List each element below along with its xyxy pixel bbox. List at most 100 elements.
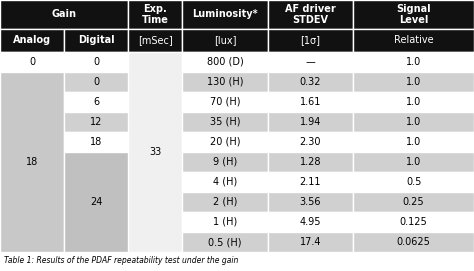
Text: 2.30: 2.30 xyxy=(300,137,321,147)
Text: 1.0: 1.0 xyxy=(406,137,421,147)
Bar xyxy=(182,172,268,192)
Bar xyxy=(64,132,128,152)
Text: 20 (H): 20 (H) xyxy=(210,137,240,147)
Text: 4.95: 4.95 xyxy=(300,217,321,227)
Bar xyxy=(353,192,474,212)
Bar xyxy=(182,112,268,132)
Text: Analog: Analog xyxy=(13,35,51,45)
Text: 1.94: 1.94 xyxy=(300,117,321,127)
Bar xyxy=(0,0,128,29)
Text: AF driver
STDEV: AF driver STDEV xyxy=(285,4,336,25)
Text: 0.32: 0.32 xyxy=(300,77,321,87)
Text: 24: 24 xyxy=(90,197,102,207)
Text: 17.4: 17.4 xyxy=(300,237,321,247)
Bar xyxy=(64,112,128,132)
Text: 6: 6 xyxy=(93,97,99,107)
Bar xyxy=(182,0,268,29)
Bar xyxy=(268,212,353,232)
Bar xyxy=(353,212,474,232)
Text: 18: 18 xyxy=(26,157,38,167)
Bar xyxy=(268,232,353,252)
Bar xyxy=(268,0,353,29)
Bar xyxy=(268,152,353,172)
Bar xyxy=(353,152,474,172)
Bar xyxy=(353,92,474,112)
Bar xyxy=(64,152,128,252)
Text: [lux]: [lux] xyxy=(214,35,237,45)
Text: 1.0: 1.0 xyxy=(406,57,421,67)
Text: 70 (H): 70 (H) xyxy=(210,97,240,107)
Bar xyxy=(182,152,268,172)
Bar xyxy=(353,172,474,192)
Bar xyxy=(64,92,128,112)
Text: 9 (H): 9 (H) xyxy=(213,157,237,167)
Bar xyxy=(353,112,474,132)
Text: 0: 0 xyxy=(29,57,35,67)
Text: 130 (H): 130 (H) xyxy=(207,77,244,87)
Text: 12: 12 xyxy=(90,117,102,127)
Text: 1.0: 1.0 xyxy=(406,117,421,127)
Text: 0.5: 0.5 xyxy=(406,177,421,187)
Text: 0.25: 0.25 xyxy=(403,197,424,207)
Text: 33: 33 xyxy=(149,147,161,157)
Text: 800 (D): 800 (D) xyxy=(207,57,244,67)
Bar xyxy=(182,52,268,72)
Text: 0.5 (H): 0.5 (H) xyxy=(209,237,242,247)
Bar xyxy=(0,52,64,72)
Text: 3.56: 3.56 xyxy=(300,197,321,207)
Bar xyxy=(0,29,64,52)
Text: Digital: Digital xyxy=(78,35,114,45)
Text: [mSec]: [mSec] xyxy=(138,35,173,45)
Bar xyxy=(0,72,64,252)
Text: Table 1: Results of the PDAF repeatability test under the gain: Table 1: Results of the PDAF repeatabili… xyxy=(4,256,238,265)
Text: 1.28: 1.28 xyxy=(300,157,321,167)
Text: 0: 0 xyxy=(93,57,99,67)
Bar xyxy=(268,92,353,112)
Text: 35 (H): 35 (H) xyxy=(210,117,240,127)
Text: —: — xyxy=(306,57,315,67)
Bar xyxy=(182,132,268,152)
Bar xyxy=(128,29,182,52)
Bar xyxy=(353,232,474,252)
Bar xyxy=(268,172,353,192)
Bar xyxy=(182,232,268,252)
Text: 1 (H): 1 (H) xyxy=(213,217,237,227)
Bar xyxy=(268,72,353,92)
Bar xyxy=(64,72,128,92)
Bar xyxy=(353,0,474,29)
Text: 18: 18 xyxy=(90,137,102,147)
Bar xyxy=(268,132,353,152)
Bar xyxy=(268,112,353,132)
Bar xyxy=(128,52,182,252)
Text: 4 (H): 4 (H) xyxy=(213,177,237,187)
Bar xyxy=(64,52,128,72)
Bar xyxy=(353,72,474,92)
Text: 1.0: 1.0 xyxy=(406,77,421,87)
Text: 0: 0 xyxy=(93,77,99,87)
Bar xyxy=(182,192,268,212)
Bar xyxy=(268,192,353,212)
Text: Signal
Level: Signal Level xyxy=(396,4,431,25)
Text: Exp.
Time: Exp. Time xyxy=(142,4,169,25)
Bar xyxy=(182,72,268,92)
Bar xyxy=(182,92,268,112)
Text: 1.0: 1.0 xyxy=(406,97,421,107)
Text: Relative: Relative xyxy=(394,35,433,45)
Bar xyxy=(182,212,268,232)
Text: 2 (H): 2 (H) xyxy=(213,197,237,207)
Bar xyxy=(353,29,474,52)
Text: 1.61: 1.61 xyxy=(300,97,321,107)
Bar xyxy=(268,29,353,52)
Text: 0.125: 0.125 xyxy=(400,217,428,227)
Text: Gain: Gain xyxy=(52,9,76,20)
Text: 2.11: 2.11 xyxy=(300,177,321,187)
Bar xyxy=(128,0,182,29)
Bar xyxy=(353,132,474,152)
Text: Luminosity*: Luminosity* xyxy=(192,9,258,20)
Bar xyxy=(353,52,474,72)
Bar xyxy=(268,52,353,72)
Text: 1.0: 1.0 xyxy=(406,157,421,167)
Text: 0.0625: 0.0625 xyxy=(397,237,430,247)
Bar xyxy=(182,29,268,52)
Bar xyxy=(64,29,128,52)
